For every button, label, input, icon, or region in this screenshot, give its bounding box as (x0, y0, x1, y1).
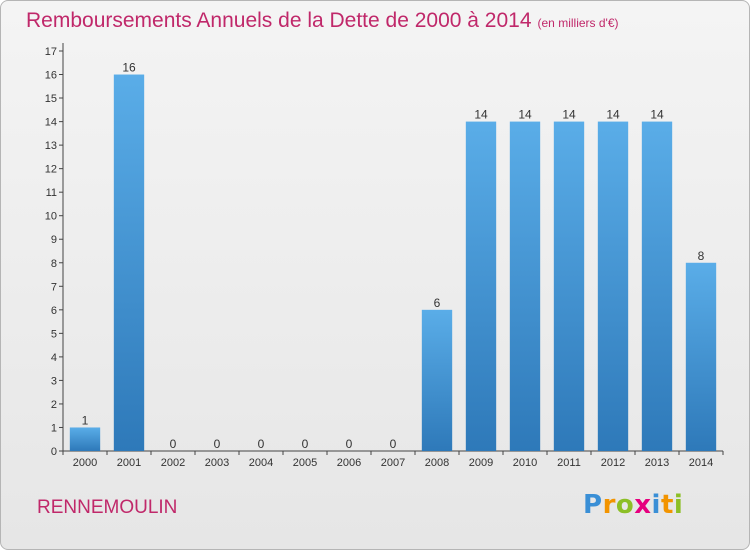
x-tick-label: 2004 (249, 457, 273, 469)
x-tick-label: 2008 (425, 457, 449, 469)
y-tick-label: 10 (45, 211, 57, 223)
bar (113, 74, 145, 451)
x-tick-label: 2002 (161, 457, 185, 469)
bar-value-label: 0 (258, 437, 265, 451)
y-tick-label: 6 (51, 305, 57, 317)
bar-value-label: 0 (390, 437, 397, 451)
x-tick-label: 2001 (117, 457, 141, 469)
bar-value-label: 1 (82, 413, 89, 427)
logo-letter: o (615, 490, 635, 520)
chart-subtitle: (en milliers d'€) (537, 16, 619, 30)
y-tick-label: 3 (51, 375, 57, 387)
bar-value-label: 14 (650, 108, 664, 122)
x-tick-label: 2013 (645, 457, 669, 469)
y-tick-label: 14 (45, 117, 57, 129)
y-tick-label: 17 (45, 46, 57, 58)
chart-labels: 1 2000 16 2001 0 2002 0 2003 0 2004 0 2005 0 2006 0 200… (73, 61, 713, 469)
bar (69, 427, 101, 451)
bar (641, 121, 673, 452)
bar (421, 309, 453, 451)
y-tick-label: 5 (51, 328, 57, 340)
bar (597, 121, 629, 452)
chart-bars (69, 74, 717, 452)
x-tick-label: 2010 (513, 457, 537, 469)
bar-value-label: 8 (698, 249, 705, 263)
bar-value-label: 14 (606, 108, 620, 122)
bar (553, 121, 585, 452)
y-tick-label: 1 (51, 422, 57, 434)
logo-letter: i (651, 490, 661, 520)
bar-value-label: 16 (122, 61, 136, 75)
bar (465, 121, 497, 452)
bar (509, 121, 541, 452)
x-tick-label: 2003 (205, 457, 229, 469)
x-tick-label: 2012 (601, 457, 625, 469)
y-tick-label: 0 (51, 446, 57, 458)
logo-letter: P (583, 490, 603, 520)
y-tick-label: 16 (45, 70, 57, 82)
proxiti-logo: Proxiti (583, 490, 683, 520)
logo-letter: i (673, 490, 684, 520)
y-tick-label: 2 (51, 399, 57, 411)
x-tick-label: 2000 (73, 457, 97, 469)
logo-letter: x (634, 490, 652, 520)
bar-value-label: 14 (518, 108, 532, 122)
bar (685, 262, 717, 451)
bar-value-label: 0 (214, 437, 221, 451)
bar-value-label: 0 (170, 437, 177, 451)
y-tick-label: 7 (51, 281, 57, 293)
logo-letter: t (660, 490, 674, 520)
x-tick-label: 2006 (337, 457, 361, 469)
x-tick-label: 2005 (293, 457, 317, 469)
x-tick-label: 2007 (381, 457, 405, 469)
x-tick-label: 2014 (689, 457, 713, 469)
y-tick-label: 15 (45, 93, 57, 105)
y-tick-label: 4 (51, 352, 57, 364)
y-tick-label: 9 (51, 234, 57, 246)
y-tick-label: 8 (51, 258, 57, 270)
x-tick-label: 2011 (557, 457, 581, 469)
commune-name: RENNEMOULIN (37, 497, 178, 518)
y-tick-label: 12 (45, 164, 57, 176)
chart-title-text: Remboursements Annuels de la Dette de 20… (26, 9, 532, 32)
bar-value-label: 6 (434, 296, 441, 310)
y-tick-label: 13 (45, 140, 57, 152)
y-tick-label: 11 (46, 187, 57, 199)
bar-value-label: 14 (474, 108, 488, 122)
x-tick-label: 2009 (469, 457, 493, 469)
bar-value-label: 0 (346, 437, 353, 451)
bar-value-label: 14 (562, 108, 576, 122)
bar-value-label: 0 (302, 437, 309, 451)
logo-letter: r (602, 490, 616, 520)
chart-title: Remboursements Annuels de la Dette de 20… (26, 9, 619, 33)
